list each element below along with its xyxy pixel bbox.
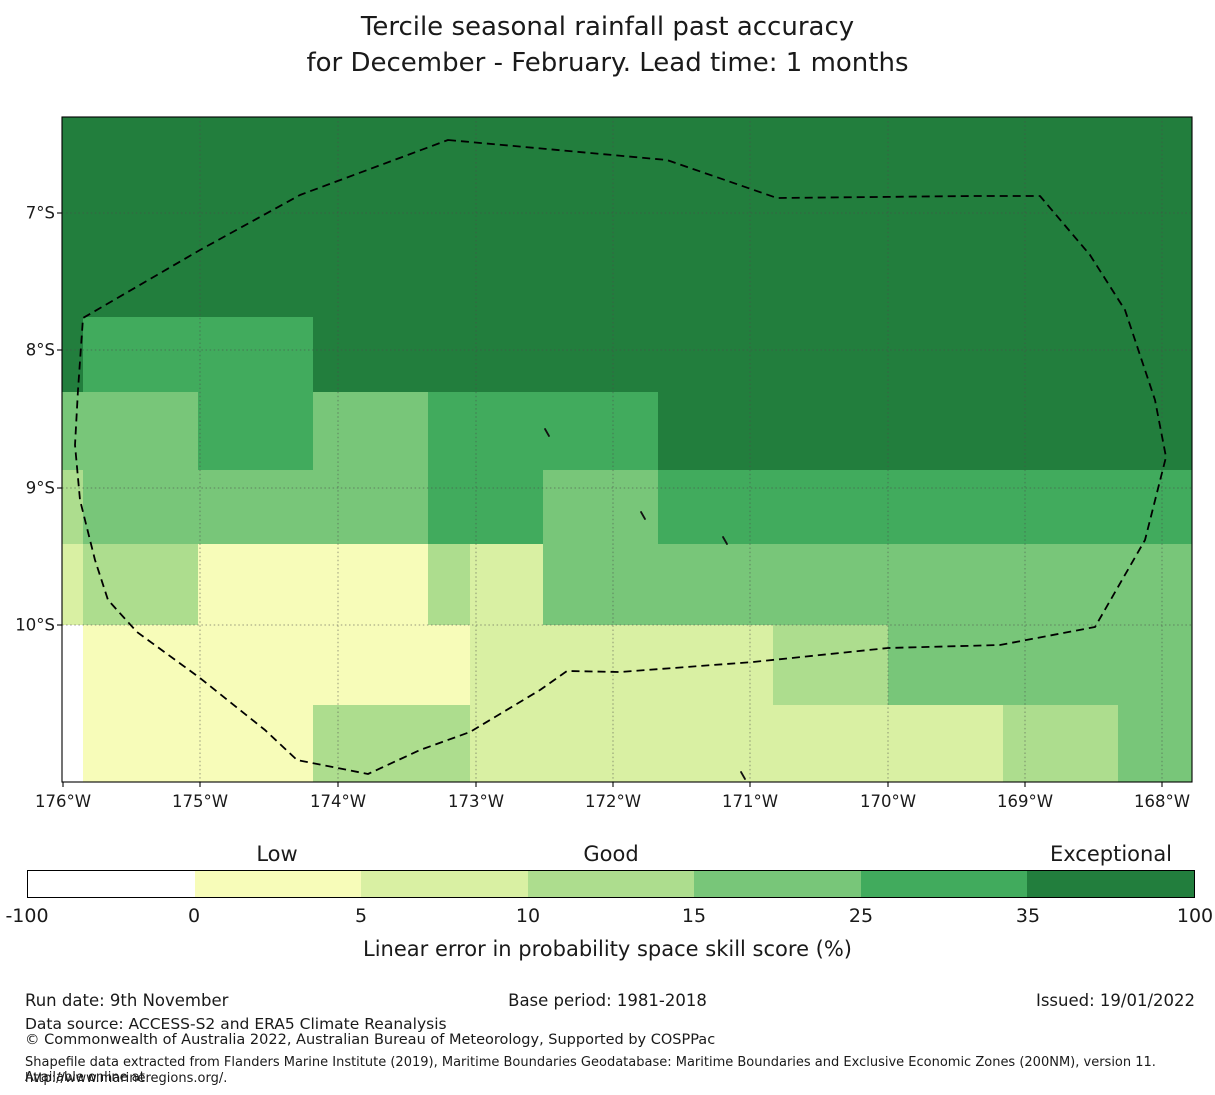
- colorbar-tick-label: 5: [354, 905, 368, 927]
- island-mark: [544, 428, 550, 437]
- colorbar-segment: [527, 871, 695, 897]
- grid-cell: [62, 544, 83, 625]
- x-tick-label: 175°W: [171, 792, 229, 811]
- grid-cell: [313, 392, 428, 470]
- grid-cell: [62, 317, 83, 392]
- island-mark: [740, 771, 746, 780]
- grid-cell: [428, 544, 470, 625]
- grid-cell: [62, 625, 83, 705]
- tier-label-good: Good: [583, 842, 639, 866]
- colorbar-caption: Linear error in probability space skill …: [363, 937, 852, 961]
- colorbar-segment: [194, 871, 362, 897]
- x-tick-label: 172°W: [584, 792, 642, 811]
- shapefile-credit-line1: Shapefile data extracted from Flanders M…: [25, 1055, 1156, 1085]
- grid-cell: [428, 470, 543, 544]
- grid-cell: [658, 470, 1192, 544]
- grid-cell: [62, 117, 1192, 317]
- grid-cell: [543, 544, 1192, 625]
- x-tick-label: 168°W: [1133, 792, 1191, 811]
- grid-cell: [83, 705, 313, 782]
- y-tick-label: 7°S: [25, 203, 55, 223]
- grid-cell: [470, 544, 543, 625]
- grid-cell: [428, 392, 658, 470]
- grid-cell: [83, 470, 428, 544]
- chart-title-line2: for December - February. Lead time: 1 mo…: [306, 48, 909, 78]
- grid-cell: [543, 470, 658, 544]
- grid-cell: [83, 317, 313, 392]
- colorbar-segment: [361, 871, 528, 897]
- colorbar-tick-label: 0: [187, 905, 201, 927]
- data-source-text: Data source: ACCESS-S2 and ERA5 Climate …: [25, 1015, 447, 1033]
- tier-label-exceptional: Exceptional: [1049, 842, 1173, 866]
- colorbar-segment: [1027, 871, 1195, 897]
- island-mark: [722, 536, 728, 545]
- shapefile-credit-line2: http://www.marineregions.org/.: [25, 1071, 228, 1086]
- x-tick-label: 174°W: [309, 792, 367, 811]
- tier-label-low: Low: [256, 842, 298, 866]
- grid-cell: [198, 544, 428, 625]
- y-tick-label: 8°S: [25, 340, 55, 360]
- colorbar-segment: [694, 871, 861, 897]
- grid-cell: [1003, 705, 1118, 782]
- x-tick-label: 170°W: [859, 792, 917, 811]
- colorbar-tick-label: 15: [681, 905, 707, 927]
- grid-cell: [470, 705, 1003, 782]
- island-mark: [640, 511, 646, 520]
- grid-cell: [658, 392, 1192, 470]
- grid-cell: [83, 544, 198, 625]
- grid-cell: [62, 392, 198, 470]
- grid-cell: [62, 705, 83, 782]
- map-border: [61, 116, 1193, 783]
- eez-boundary: [74, 139, 1167, 775]
- copyright-text: © Commonwealth of Australia 2022, Austra…: [25, 1032, 716, 1048]
- base-period-text: Base period: 1981-2018: [508, 991, 707, 1010]
- colorbar-segment: [860, 871, 1028, 897]
- colorbar-tick-label: -100: [5, 905, 49, 927]
- y-tick-label: 9°S: [25, 478, 55, 498]
- grid-cell: [1118, 705, 1192, 782]
- x-tick-label: 169°W: [996, 792, 1054, 811]
- colorbar: [27, 870, 1195, 898]
- grid-cell: [313, 317, 1192, 392]
- x-tick-label: 171°W: [721, 792, 779, 811]
- y-tick-label: 10°S: [15, 615, 55, 635]
- grid-cell: [470, 625, 773, 705]
- grid-cell: [313, 705, 470, 782]
- run-date-text: Run date: 9th November: [25, 991, 229, 1010]
- x-tick-label: 176°W: [34, 792, 92, 811]
- colorbar-tick-label: 35: [1015, 905, 1041, 927]
- colorbar-segment: [28, 871, 195, 897]
- grid-cell: [62, 470, 83, 544]
- x-tick-label: 173°W: [447, 792, 505, 811]
- grid-cell: [198, 392, 313, 470]
- colorbar-tick-label: 25: [848, 905, 874, 927]
- colorbar-tick-label: 10: [515, 905, 541, 927]
- colorbar-tick-label: 100: [1176, 905, 1214, 927]
- chart-title-line1: Tercile seasonal rainfall past accuracy: [360, 12, 855, 42]
- issued-text: Issued: 19/01/2022: [1035, 991, 1195, 1010]
- grid-cell: [83, 625, 470, 705]
- grid-cell: [773, 625, 888, 705]
